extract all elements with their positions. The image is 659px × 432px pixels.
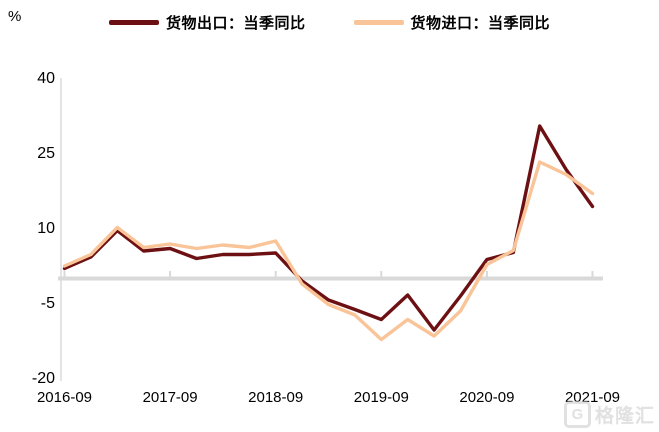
x-axis-tick-label: 2018-09: [248, 389, 304, 406]
exports-legend-label: 货物出口：当季同比: [165, 15, 306, 32]
exports-line-swatch: [108, 20, 159, 25]
x-axis-tick-label: 2019-09: [353, 389, 409, 406]
y-axis-tick-label: -5: [40, 294, 55, 312]
x-axis-tick-label: 2017-09: [142, 389, 198, 406]
y-axis-tick-label: -20: [31, 369, 55, 387]
y-axis-tick-label: 25: [37, 144, 55, 162]
y-axis-tick-label: 40: [37, 69, 55, 87]
legend-item-imports: 货物进口：当季同比: [353, 12, 551, 33]
x-axis-tick-label: 2020-09: [459, 389, 515, 406]
legend-item-exports: 货物出口：当季同比: [108, 12, 306, 33]
imports-series-line: [62, 160, 595, 342]
y-axis-tick-label: 10: [37, 219, 55, 237]
y-axis-unit-label: %: [8, 8, 22, 25]
legend: 货物出口：当季同比 货物进口：当季同比: [0, 12, 659, 33]
x-axis-tick-label: 2021-09: [564, 389, 621, 406]
exports-series-line: [62, 124, 595, 332]
imports-legend-label: 货物进口：当季同比: [410, 15, 551, 32]
imports-line-swatch: [353, 20, 404, 25]
x-axis-tick-label: 2016-09: [36, 389, 93, 406]
